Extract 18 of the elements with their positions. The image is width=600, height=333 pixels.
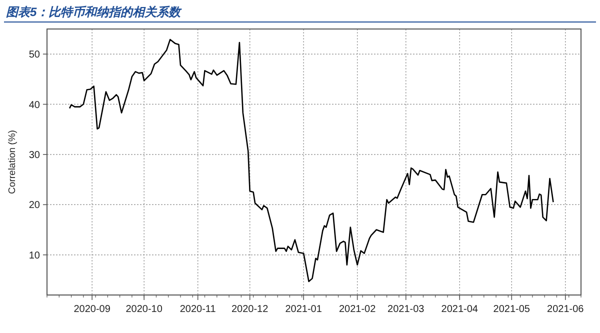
x-tick-label: 2020-10 [126, 304, 163, 315]
x-tick-label: 2021-02 [338, 304, 376, 315]
x-tick-label: 2021-01 [285, 304, 322, 315]
x-tick-label: 2020-12 [232, 304, 269, 315]
x-tick-label: 2020-11 [180, 304, 216, 315]
y-tick-label: 40 [28, 100, 40, 111]
y-tick-label: 20 [28, 200, 40, 212]
x-tick-label: 2021-05 [493, 304, 530, 315]
line-series [68, 38, 554, 282]
chart-title: 图表5：比特币和纳指的相关系数 [6, 5, 183, 19]
y-tick-label: 30 [28, 150, 40, 161]
x-tick-label: 2021-03 [388, 304, 425, 315]
x-tick-label: 2020-09 [74, 304, 111, 315]
y-tick-label: 10 [28, 250, 40, 262]
y-tick-label: 50 [28, 50, 40, 61]
y-axis-title: Correlation (%) [7, 130, 18, 194]
x-tick-label: 2021-06 [547, 304, 584, 315]
x-tick-label: 2021-04 [441, 304, 478, 315]
